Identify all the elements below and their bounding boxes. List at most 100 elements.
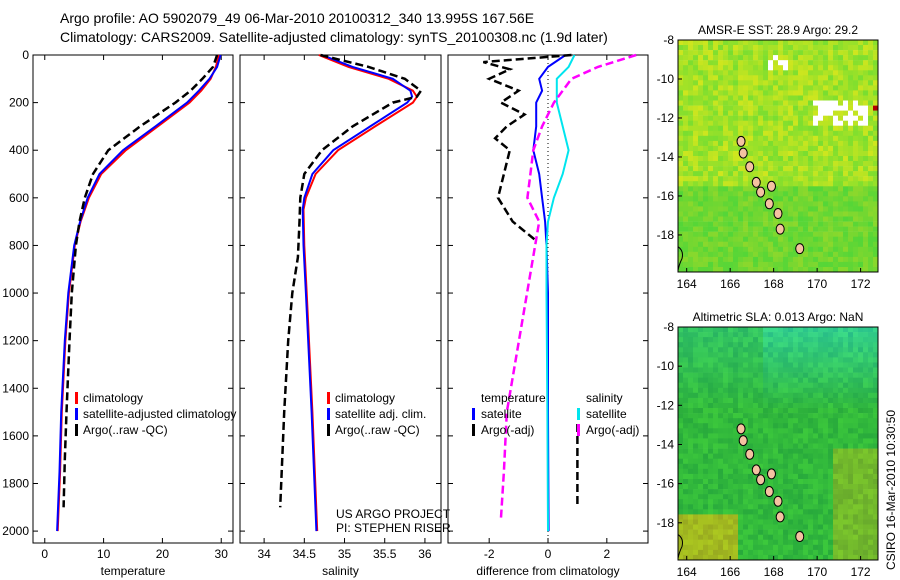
heatmap-cell [823,463,829,470]
heatmap-cell [863,105,869,111]
heatmap-cell [828,216,834,222]
heatmap-cell [773,40,779,46]
heatmap-cell [843,433,849,439]
heatmap-cell [798,403,804,409]
heatmap-cell [828,372,834,378]
heatmap-cell [698,181,704,187]
heatmap-cell [678,509,684,515]
heatmap-cell [833,125,839,131]
heatmap-cell [783,504,789,510]
heatmap-cell [738,176,744,182]
heatmap-cell [718,261,724,268]
heatmap-cell [848,40,854,46]
heatmap-cell [823,489,829,495]
heatmap-cell [863,80,869,86]
heatmap-cell [758,524,764,530]
heatmap-cell [738,443,744,449]
heatmap-cell [823,246,829,253]
heatmap-cell [788,458,794,465]
heatmap-cell [843,484,849,490]
heatmap-cell [748,236,754,242]
heatmap-cell [693,392,699,399]
heatmap-cell [823,397,829,404]
heatmap-cell [718,166,724,172]
heatmap-cell [703,362,709,368]
heatmap-cell [713,484,719,490]
heatmap-cell [788,489,794,495]
heatmap-cell [718,397,724,404]
heatmap-cell [798,145,804,152]
heatmap-cell [868,458,874,465]
heatmap-cell [808,130,814,137]
heatmap-cell [743,45,749,51]
heatmap-cell [868,226,874,232]
heatmap-cell [823,206,829,212]
heatmap-cell [813,130,819,137]
heatmap-cell [753,231,759,237]
heatmap-cell [718,413,724,419]
heatmap-cell [783,448,789,454]
heatmap-cell [748,45,754,51]
heatmap-cell [723,519,729,525]
heatmap-cell [848,458,854,465]
heatmap-cell [763,45,769,51]
heatmap-cell [738,332,744,338]
heatmap-cell [848,443,854,449]
heatmap-cell [753,140,759,147]
heatmap-cell [818,105,824,111]
heatmap-cell [768,352,774,358]
heatmap-cell [738,186,744,192]
heatmap-cell [838,130,844,137]
heatmap-cell [788,251,794,258]
heatmap-cell [768,55,774,61]
heatmap-cell [708,463,714,470]
heatmap-cell [693,413,699,419]
heatmap-cell [683,201,689,207]
heatmap-cell [843,151,849,157]
heatmap-cell [873,256,879,263]
heatmap-cell [848,201,854,207]
heatmap-cell [803,347,809,353]
heatmap-cell [803,211,809,217]
heatmap-cell [803,428,809,434]
heatmap-cell [783,468,789,475]
heatmap-cell [743,397,749,404]
heatmap-cell [748,367,754,373]
heatmap-cell [843,135,849,142]
legend-swatch [327,392,330,404]
heatmap-cell [718,221,724,227]
heatmap-cell [863,382,869,389]
heatmap-cell [858,519,864,525]
heatmap-cell [753,130,759,137]
heatmap-cell [818,448,824,454]
heatmap-cell [828,161,834,167]
heatmap-cell [758,261,764,268]
x-axis-label: temperature [101,564,166,578]
heatmap-cell [808,181,814,187]
heatmap-cell [798,206,804,212]
heatmap-cell [823,95,829,101]
heatmap-cell [783,171,789,177]
heatmap-cell [783,100,789,106]
heatmap-cell [833,347,839,353]
heatmap-cell [743,428,749,434]
heatmap-cell [793,221,799,227]
heatmap-cell [698,433,704,439]
y-tick-label: -12 [657,398,675,412]
heatmap-cell [813,494,819,500]
heatmap-cell [718,100,724,106]
heatmap-cell [843,60,849,66]
heatmap-cell [838,105,844,111]
heatmap-cell [803,494,809,500]
heatmap-cell [843,206,849,212]
heatmap-cell [688,246,694,253]
heatmap-cell [788,90,794,96]
heatmap-cell [838,504,844,510]
heatmap-cell [758,327,764,333]
heatmap-cell [798,125,804,131]
heatmap-cell [798,251,804,258]
heatmap-cell [858,110,864,116]
heatmap-cell [788,549,794,556]
heatmap-cell [853,413,859,419]
heatmap-cell [728,120,734,126]
